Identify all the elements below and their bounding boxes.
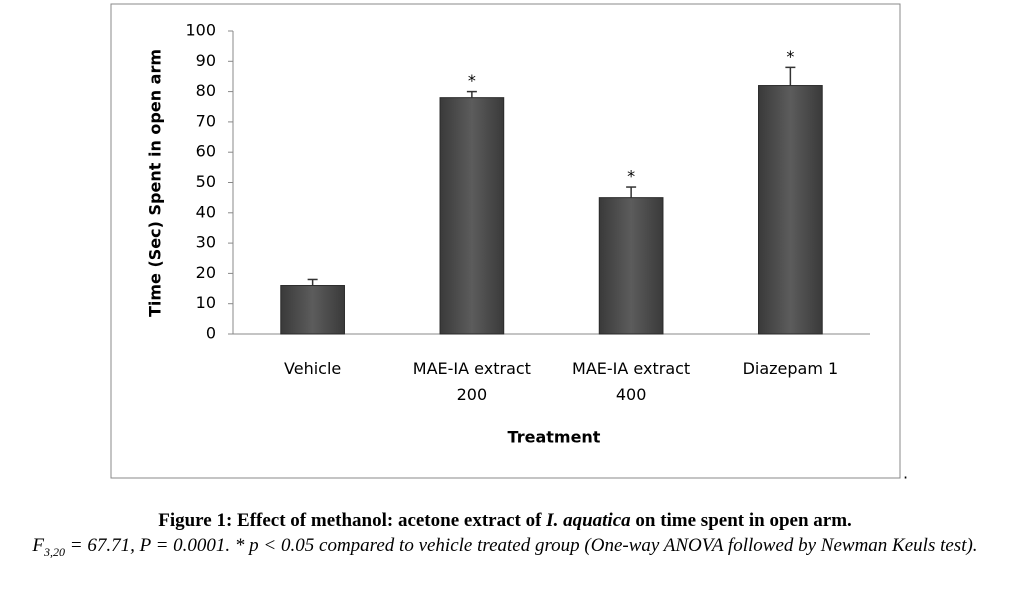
caption-note: F3,20 = 67.71, P = 0.0001. * p < 0.05 co… [0, 533, 1010, 565]
x-tick-label: Vehicle [284, 359, 342, 378]
caption-subscript: 3,20 [44, 544, 66, 559]
x-tick-label: Diazepam 1 [742, 359, 839, 378]
x-tick-label: MAE-IA extract 200 [412, 359, 531, 404]
frame-note: . [903, 464, 908, 483]
bar [280, 285, 345, 335]
bar [439, 97, 505, 335]
y-axis-title: Time (Sec) Spent in open arm [146, 49, 165, 317]
y-tick-label: 10 [196, 293, 216, 312]
significance-mark: * [627, 167, 635, 186]
y-tick-label: 100 [185, 21, 216, 40]
y-tick-label: 40 [196, 202, 216, 221]
significance-mark: * [786, 47, 794, 66]
y-tick-label: 0 [206, 324, 216, 343]
bar [598, 197, 664, 335]
y-tick-label: 60 [196, 142, 216, 161]
caption-text: on time spent in open arm. [630, 510, 852, 531]
caption-title: Figure 1: Effect of methanol: acetone ex… [0, 508, 1010, 533]
x-axis-title: Treatment [508, 428, 601, 447]
significance-mark: * [468, 71, 476, 90]
bar [758, 85, 823, 335]
caption-text: Figure 1: Effect of methanol: acetone ex… [158, 510, 547, 531]
chart: . Time (Sec) Spent in open arm Treatment… [110, 3, 908, 483]
caption-text: F [32, 535, 45, 556]
y-tick-label: 90 [196, 51, 216, 70]
caption-text: = 67.71, P = 0.0001. * p < 0.05 compared… [65, 535, 978, 556]
y-tick-label: 20 [196, 263, 216, 282]
y-tick-label: 50 [196, 172, 216, 191]
y-tick-label: 30 [196, 233, 216, 252]
caption-species: I. aquatica [546, 510, 631, 531]
x-tick-label: MAE-IA extract 400 [572, 359, 691, 404]
y-tick-label: 80 [196, 81, 216, 100]
chart-frame [110, 3, 901, 479]
caption: Figure 1: Effect of methanol: acetone ex… [0, 508, 1010, 565]
y-tick-label: 70 [196, 111, 216, 130]
